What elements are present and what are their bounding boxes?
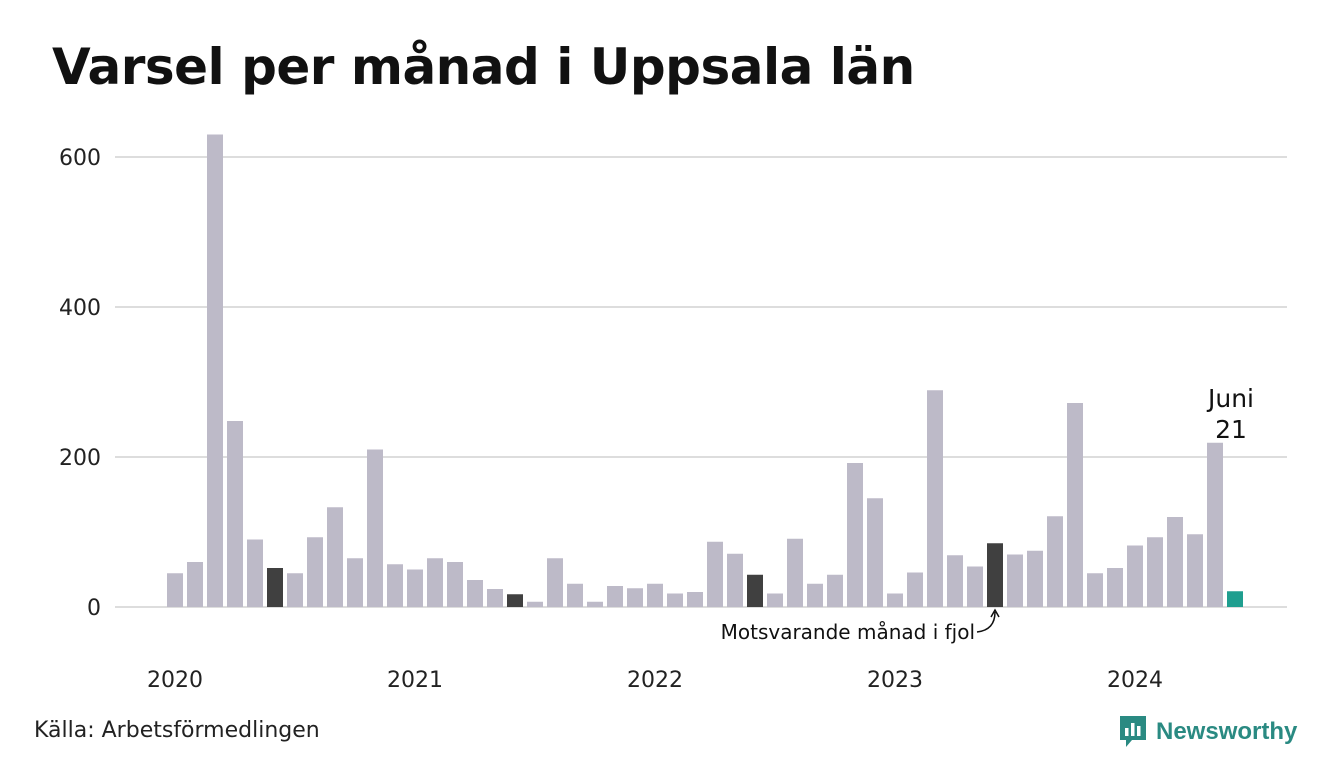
bar-current-month <box>1227 591 1243 607</box>
gridlines <box>115 156 1287 608</box>
bar <box>1167 517 1183 607</box>
bar <box>867 498 883 607</box>
bar <box>207 134 223 607</box>
y-tick-label: 200 <box>59 446 101 471</box>
bar <box>587 601 603 607</box>
bar <box>227 421 243 607</box>
x-tick-label: 2024 <box>1107 668 1163 693</box>
bar <box>347 558 363 607</box>
bar <box>307 537 323 607</box>
newsworthy-logo-icon <box>1120 716 1146 747</box>
bars <box>167 134 1243 607</box>
y-tick-label: 0 <box>87 596 101 621</box>
bar <box>887 593 903 607</box>
bar <box>527 601 543 607</box>
bar <box>1047 516 1063 607</box>
previous-year-arrow <box>976 611 996 633</box>
bar <box>407 569 423 607</box>
x-tick-label: 2020 <box>147 668 203 693</box>
bar <box>967 566 983 607</box>
chart-title: Varsel per månad i Uppsala län <box>52 38 915 96</box>
bar <box>847 463 863 607</box>
bar <box>567 583 583 607</box>
bar-previous-year <box>267 568 283 607</box>
bar <box>447 562 463 607</box>
bar <box>607 586 623 607</box>
bar <box>627 588 643 607</box>
bar <box>1007 554 1023 607</box>
bar <box>547 558 563 607</box>
brand-logo[interactable]: Newsworthy <box>1118 714 1297 750</box>
x-tick-label: 2021 <box>387 668 443 693</box>
bar <box>727 553 743 607</box>
bar <box>167 573 183 607</box>
bar <box>647 583 663 607</box>
bar <box>247 539 263 607</box>
bar <box>1087 573 1103 607</box>
bar <box>1067 403 1083 607</box>
bar <box>707 541 723 607</box>
bar <box>667 593 683 607</box>
bar-previous-year <box>507 594 523 607</box>
bar <box>1127 545 1143 607</box>
bar <box>327 507 343 607</box>
current-value-label: 21 <box>1215 415 1247 444</box>
x-tick-label: 2023 <box>867 668 923 693</box>
bar <box>287 573 303 607</box>
bar <box>187 562 203 607</box>
y-tick-label: 400 <box>59 296 101 321</box>
x-tick-label: 2022 <box>627 668 683 693</box>
arrow-head <box>990 608 1000 618</box>
bar <box>787 538 803 607</box>
brand-name: Newsworthy <box>1156 718 1298 745</box>
bar <box>367 449 383 607</box>
bar <box>827 574 843 607</box>
previous-year-note: Motsvarande månad i fjol <box>721 620 975 644</box>
bar <box>1187 534 1203 607</box>
bar-previous-year <box>747 574 763 607</box>
bar <box>907 572 923 607</box>
bar <box>487 589 503 607</box>
bar <box>927 390 943 607</box>
bar <box>467 580 483 607</box>
bar <box>1147 537 1163 607</box>
bar <box>1027 550 1043 607</box>
bar <box>807 583 823 607</box>
current-month-label: Juni <box>1206 384 1254 413</box>
bar <box>427 558 443 607</box>
axis-labels: 0 200 400 600 2020 2021 2022 2023 2024 <box>59 146 1163 693</box>
bar <box>687 592 703 607</box>
y-tick-label: 600 <box>59 146 101 171</box>
bar <box>1207 442 1223 607</box>
bar <box>767 593 783 607</box>
bar <box>1107 568 1123 607</box>
bar <box>947 555 963 607</box>
source-note: Källa: Arbetsförmedlingen <box>34 718 320 743</box>
bar <box>387 564 403 607</box>
bar-previous-year <box>987 543 1003 607</box>
